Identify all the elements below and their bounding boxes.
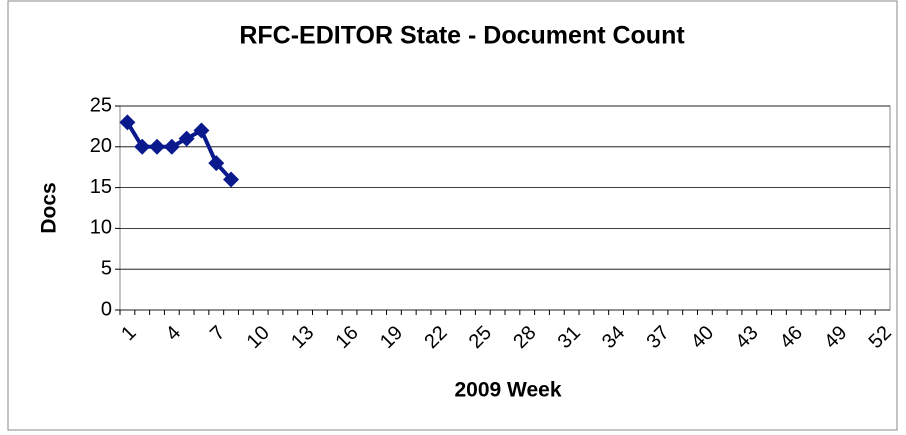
chart-title: RFC-EDITOR State - Document Count [239,22,685,50]
data-point [149,138,166,155]
data-point [208,155,225,172]
x-axis-label: 2009 Week [454,379,561,402]
data-point [193,122,210,139]
y-tick-label: 25 [90,94,112,116]
y-tick-label: 0 [101,298,112,320]
y-tick-label: 10 [90,217,112,239]
data-point [134,138,151,155]
y-axis-label: Docs [38,182,61,233]
y-tick-label: 15 [90,176,112,198]
y-tick-label: 20 [90,135,112,157]
plot-area [119,105,891,311]
data-point [178,130,195,147]
y-tick-label: 5 [101,257,112,279]
data-point [223,171,240,188]
data-point [163,138,180,155]
data-point [119,114,136,131]
